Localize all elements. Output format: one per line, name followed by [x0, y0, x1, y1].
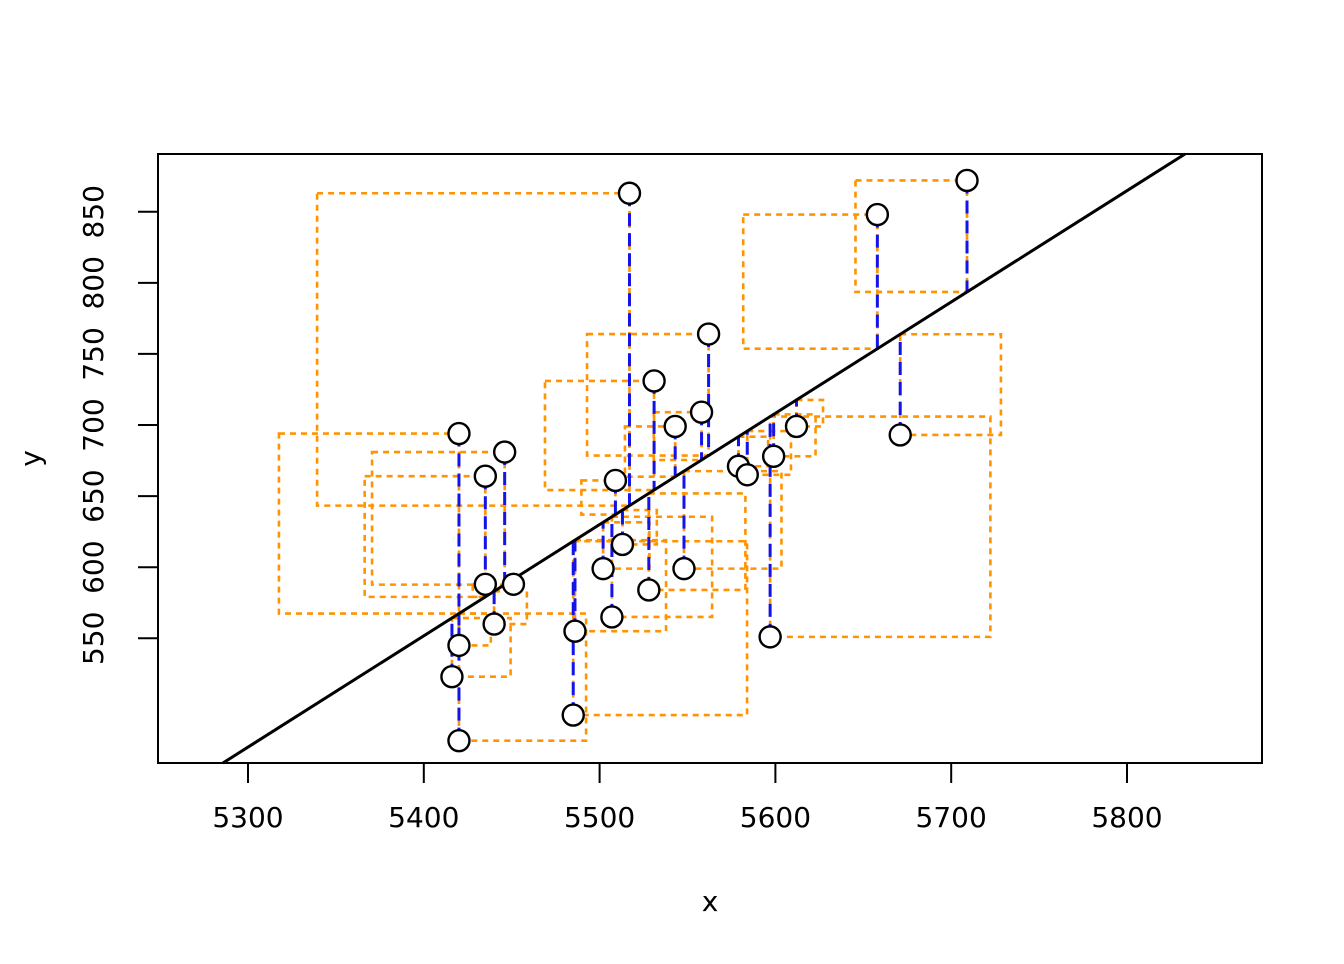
- x-tick-label: 5600: [740, 801, 811, 834]
- data-point: [563, 619, 587, 643]
- data-point: [955, 168, 979, 193]
- data-point: [758, 625, 782, 649]
- data-points-layer: [440, 168, 979, 753]
- residual-square: [363, 474, 487, 599]
- data-point: [663, 414, 687, 439]
- x-tick-label: 5500: [564, 801, 635, 834]
- x-tick-label: 5800: [1091, 801, 1162, 834]
- data-point: [603, 468, 628, 493]
- y-tick-label: 800: [77, 256, 110, 309]
- residual-square: [315, 191, 631, 507]
- plot-border: [157, 153, 1263, 764]
- data-point: [888, 423, 912, 447]
- x-tick-label: 5700: [916, 801, 987, 834]
- data-point: [696, 322, 721, 346]
- x-tick-label: 5400: [388, 801, 459, 834]
- data-point: [689, 400, 714, 424]
- y-tick-label: 550: [77, 612, 110, 665]
- x-axis: 5300 5400 5500 5600 5700 5800: [212, 763, 1163, 834]
- x-axis-title: x: [702, 885, 719, 918]
- residual-square: [623, 425, 677, 478]
- residual-square: [682, 469, 783, 570]
- residual-square: [741, 213, 879, 351]
- data-point: [447, 633, 471, 658]
- residual-square: [768, 415, 992, 639]
- residual-square: [610, 515, 714, 619]
- residual-square: [471, 582, 487, 599]
- y-tick-label: 600: [77, 540, 110, 593]
- data-point: [600, 605, 624, 629]
- residual-square: [898, 332, 1003, 437]
- residual-squares-layer: [277, 179, 1003, 742]
- y-axis: 550 600 650 700 750 800 850: [77, 185, 158, 665]
- residual-segments-layer: [450, 180, 969, 741]
- x-tick-label: 5300: [212, 801, 283, 834]
- data-point: [501, 572, 526, 596]
- data-point: [447, 421, 471, 446]
- residual-square: [795, 398, 825, 428]
- residual-square: [277, 432, 461, 615]
- data-point: [642, 369, 666, 393]
- data-point: [761, 444, 786, 468]
- data-point: [482, 612, 506, 636]
- y-tick-label: 850: [77, 185, 110, 238]
- data-point: [440, 664, 464, 689]
- data-point: [447, 728, 471, 753]
- residual-square: [854, 179, 969, 294]
- y-tick-label: 750: [77, 327, 110, 380]
- data-point: [637, 578, 661, 602]
- y-tick-label: 700: [77, 398, 110, 451]
- data-point: [591, 556, 615, 581]
- data-point: [865, 202, 890, 227]
- data-point: [735, 463, 759, 487]
- data-point: [473, 572, 498, 596]
- data-point: [784, 414, 809, 439]
- residual-square: [543, 379, 656, 492]
- data-point: [672, 556, 696, 581]
- y-axis-title: y: [14, 450, 47, 467]
- y-tick-label: 650: [77, 469, 110, 522]
- regression-line: [222, 152, 1186, 765]
- data-point: [610, 532, 635, 557]
- data-point: [473, 464, 498, 488]
- residual-square: [450, 616, 512, 678]
- residual-square: [647, 492, 747, 592]
- data-point: [492, 440, 517, 464]
- data-point: [617, 181, 642, 205]
- data-point: [561, 703, 585, 727]
- residual-square: [585, 332, 710, 457]
